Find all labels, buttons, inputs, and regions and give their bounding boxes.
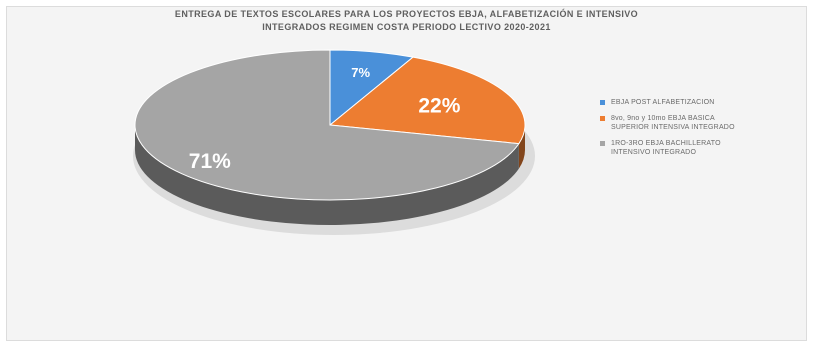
legend-label: 1RO-3RO EBJA BACHILLERATO INTENSIVO INTE… [611,140,721,156]
legend-item-bachillerato: 1RO-3RO EBJA BACHILLERATO INTENSIVO INTE… [600,139,810,157]
pie-slice-2 [134,49,520,201]
pie-slice-1 [328,56,526,145]
chart-legend: EBJA POST ALFABETIZACION 8vo, 9no y 10mo… [600,98,810,164]
legend-item-basica-superior: 8vo, 9no y 10mo EBJA BASICA SUPERIOR INT… [600,114,810,132]
legend-item-ebja-post: EBJA POST ALFABETIZACION [600,98,810,107]
pie-slice-side-2 [135,125,519,226]
legend-label: EBJA POST ALFABETIZACION [611,99,715,106]
chart-title-line-2: INTEGRADOS REGIMEN COSTA PERIODO LECTIVO… [262,22,551,32]
data-label-0: 7% [351,65,370,80]
legend-swatch [600,100,605,105]
legend-swatch [600,116,605,121]
data-label-2: 71% [189,150,231,173]
chart-title-line-1: ENTREGA DE TEXTOS ESCOLARES PARA LOS PRO… [174,9,639,19]
legend-swatch [600,141,605,146]
chart-title: ENTREGA DE TEXTOS ESCOLARES PARA LOS PRO… [0,8,813,34]
data-label-1: 22% [418,95,460,118]
legend-label: 8vo, 9no y 10mo EBJA BASICA SUPERIOR INT… [611,115,735,131]
